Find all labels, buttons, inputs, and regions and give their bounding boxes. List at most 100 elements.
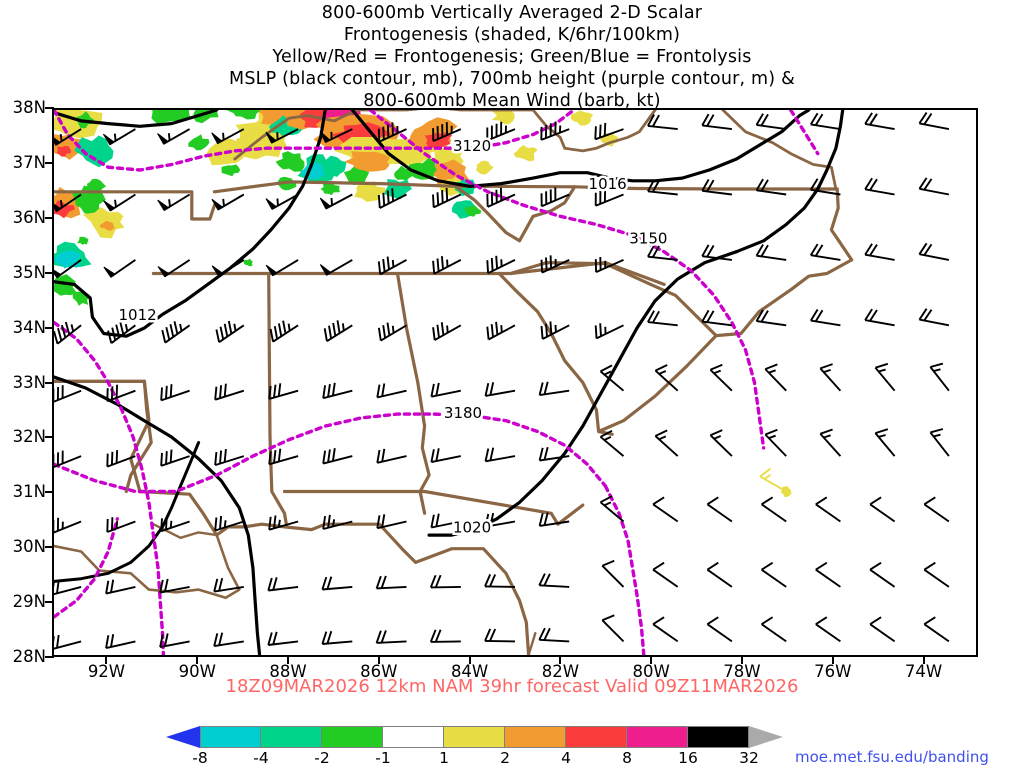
colorbar-cell[interactable] (627, 726, 688, 748)
height-contour-line (54, 320, 166, 655)
shading-blob (82, 207, 125, 239)
state-border-line (508, 261, 718, 338)
state-border-line (129, 379, 219, 537)
wind-barb (761, 496, 787, 523)
state-border-line (453, 184, 577, 243)
map-frame[interactable]: 1012 1012 1016 1016 1020 1020 3120 3120 3150 3150… (52, 108, 978, 657)
x-axis-label: 78W (723, 662, 761, 681)
wind-barb (815, 616, 841, 643)
y-axis-tick (45, 601, 54, 604)
wind-barb (809, 309, 841, 327)
y-axis-tick (45, 491, 54, 494)
wind-barb (160, 449, 190, 467)
wind-barb (652, 561, 679, 588)
state-border-line (484, 184, 839, 191)
wind-barb (869, 616, 896, 643)
shading-blob (77, 236, 89, 245)
mslp-contour-label-halo: 1020 (453, 518, 491, 536)
wind-barb (923, 496, 950, 523)
x-axis-label: 74W (904, 662, 943, 681)
wind-barb (267, 631, 299, 646)
shading-blob (408, 158, 437, 180)
wind-barb (54, 634, 82, 650)
colorbar-cell[interactable] (688, 726, 749, 748)
wind-barb (755, 178, 787, 196)
watermark-link[interactable]: moe.met.fsu.edu/banding (795, 748, 989, 766)
weather-map[interactable]: 1012101210161016102010203120312031503150… (54, 110, 976, 655)
x-axis-tick (468, 655, 471, 664)
shading-blob (343, 166, 370, 186)
wind-barb (540, 121, 570, 141)
shading-blob (275, 151, 305, 172)
wind-barb (319, 259, 353, 276)
wind-barb (215, 320, 245, 343)
wind-barb (918, 111, 950, 131)
mslp-contour-line (350, 110, 811, 188)
y-axis-label: 38N (12, 98, 46, 117)
y-axis-tick (45, 436, 54, 439)
wind-barb (319, 193, 353, 210)
colorbar-cell[interactable] (322, 726, 383, 748)
wind-barb (268, 383, 299, 400)
colorbar-cell[interactable] (444, 726, 505, 748)
height-contour-label-halo: 3150 (629, 230, 667, 248)
x-axis-tick (740, 655, 743, 664)
wind-barb (869, 561, 896, 588)
wind-barb (159, 633, 190, 649)
wind-barb (159, 578, 190, 594)
x-axis-tick (105, 655, 108, 664)
shading-blob (320, 182, 340, 196)
colorbar-cells[interactable] (200, 726, 749, 748)
colorbar-tick-label: 1 (439, 749, 449, 767)
state-border-line (423, 489, 585, 526)
colorbar-tick-label: -2 (314, 749, 330, 767)
wind-barb (105, 579, 136, 595)
wind-barb (864, 177, 895, 196)
colorbar[interactable]: -8 -4 -2 -1 1 2 4 8 16 32 (166, 726, 866, 767)
shading-blob (344, 151, 390, 172)
mslp-contour-line (54, 110, 327, 338)
wind-barb (923, 616, 950, 643)
state-border-line (497, 271, 614, 436)
wind-barb (214, 383, 245, 401)
wind-barb (647, 244, 678, 261)
wind-barb (267, 577, 299, 592)
wind-barb (706, 616, 733, 643)
x-axis-label: 76W (814, 662, 852, 681)
wind-barb (652, 616, 679, 643)
colorbar-cell[interactable] (261, 726, 322, 748)
wind-barb (486, 255, 516, 275)
wind-barb (106, 517, 136, 533)
colorbar-cell[interactable] (383, 726, 444, 748)
wind-barb (874, 428, 896, 457)
y-axis-tick (45, 546, 54, 549)
wind-barb (647, 179, 678, 196)
page-title: 800-600mb Vertically Averaged 2-D Scalar… (0, 2, 1024, 112)
wind-barb (432, 187, 462, 209)
colorbar-cell[interactable] (200, 726, 261, 748)
wind-barb (594, 122, 624, 141)
wind-barb (265, 259, 299, 277)
height-contour-label-halo: 3180 (444, 404, 482, 422)
wind-barb (709, 429, 733, 457)
colorbar-tick-labels: -8 -4 -2 -1 1 2 4 8 16 32 (166, 748, 866, 768)
height-contour-label-halo: 3120 (453, 137, 491, 155)
wind-barb (755, 244, 787, 261)
wind-barb (54, 259, 82, 279)
y-axis-label: 35N (12, 262, 46, 282)
mslp-contour-label: 1012 (119, 306, 157, 324)
wind-barb (761, 561, 787, 588)
wind-barb (764, 428, 787, 457)
wind-barb (540, 187, 570, 208)
wind-barb (706, 496, 733, 523)
mslp-contour-line (54, 110, 219, 128)
y-axis-tick (45, 656, 54, 658)
shading-blob (570, 110, 594, 126)
wind-barb (103, 259, 136, 278)
wind-barb (819, 363, 842, 392)
colorbar-cell[interactable] (566, 726, 627, 748)
colorbar-cell[interactable] (505, 726, 566, 748)
wind-barb (652, 496, 679, 523)
wind-barb (157, 193, 191, 212)
x-axis-tick (559, 655, 562, 664)
